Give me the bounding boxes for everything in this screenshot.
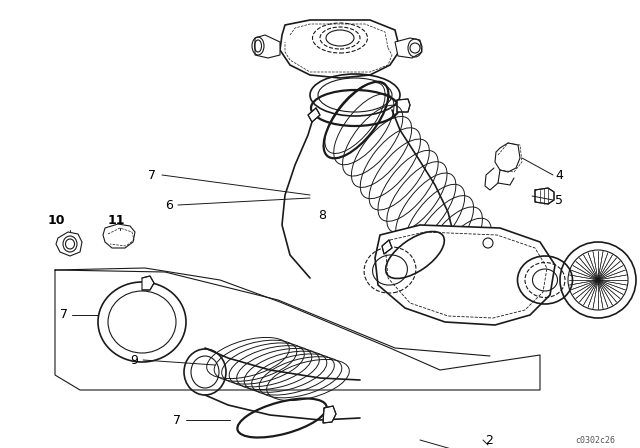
Text: 6: 6 (165, 198, 173, 211)
Text: 7: 7 (148, 168, 156, 181)
Polygon shape (56, 232, 82, 256)
Text: c0302c26: c0302c26 (575, 435, 615, 444)
Polygon shape (308, 108, 320, 122)
Polygon shape (103, 224, 135, 248)
Polygon shape (535, 188, 554, 204)
Polygon shape (397, 99, 410, 112)
Text: 11: 11 (108, 214, 125, 227)
Polygon shape (255, 35, 280, 58)
Polygon shape (395, 38, 422, 58)
Text: 7: 7 (173, 414, 181, 426)
Polygon shape (375, 225, 555, 325)
Text: 8: 8 (318, 208, 326, 221)
Text: 2: 2 (485, 434, 493, 447)
Polygon shape (323, 406, 336, 423)
Polygon shape (280, 20, 400, 78)
Text: 7: 7 (60, 309, 68, 322)
Text: 9: 9 (130, 353, 138, 366)
Text: 4: 4 (555, 168, 563, 181)
Text: 10: 10 (48, 214, 65, 227)
Polygon shape (382, 240, 392, 254)
Polygon shape (142, 276, 154, 290)
Text: 5: 5 (555, 194, 563, 207)
Polygon shape (495, 143, 520, 172)
